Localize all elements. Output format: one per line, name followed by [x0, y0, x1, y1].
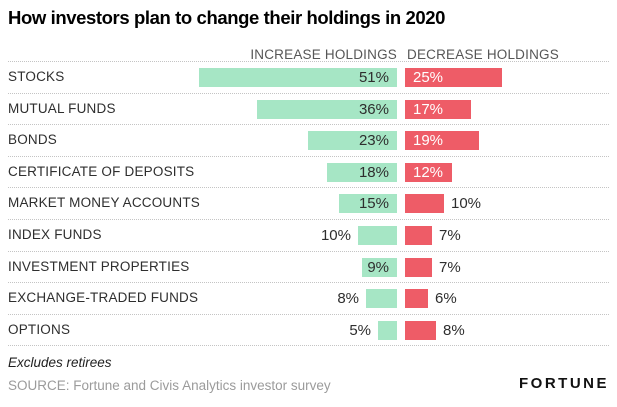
category-label: INDEX FUNDS — [8, 226, 102, 242]
decrease-value-label: 17% — [413, 100, 444, 118]
table-row: INDEX FUNDS 10% 7% — [8, 218, 609, 251]
decrease-value-label: 19% — [413, 132, 444, 150]
decrease-value-label: 7% — [439, 258, 461, 276]
increase-bar — [378, 320, 397, 340]
category-label: MUTUAL FUNDS — [8, 100, 116, 116]
source-credit: SOURCE: Fortune and Civis Analytics inve… — [8, 378, 331, 393]
decrease-bar — [405, 194, 444, 214]
table-row: EXCHANGE-TRADED FUNDS 8% 6% — [8, 282, 609, 314]
decrease-value-label: 8% — [443, 321, 465, 339]
table-row: CERTIFICATE OF DEPOSITS 18% 12% — [8, 155, 609, 188]
increase-bar — [308, 131, 397, 151]
increase-value-label: 23% — [358, 132, 389, 150]
decrease-bar — [405, 225, 432, 245]
decrease-bar — [405, 320, 436, 340]
decrease-bar — [405, 99, 471, 119]
category-label: OPTIONS — [8, 321, 71, 337]
decrease-value-label: 6% — [435, 290, 457, 308]
decrease-bar — [405, 68, 502, 87]
increase-value-label: 18% — [358, 163, 389, 181]
increase-bar — [257, 99, 397, 119]
category-label: INVESTMENT PROPERTIES — [8, 258, 190, 274]
increase-bar — [358, 225, 397, 245]
increase-value-label: 5% — [349, 321, 371, 339]
table-row: MUTUAL FUNDS 36% 17% — [8, 92, 609, 125]
increase-value-label: 9% — [367, 258, 389, 276]
category-label: MARKET MONEY ACCOUNTS — [8, 195, 200, 211]
increase-bar — [366, 289, 397, 309]
increase-value-label: 51% — [358, 69, 389, 86]
decrease-bar — [405, 162, 452, 182]
decrease-value-label: 10% — [451, 195, 482, 213]
decrease-bar — [405, 131, 479, 151]
category-label: EXCHANGE-TRADED FUNDS — [8, 290, 199, 306]
table-row: STOCKS 51% 25% — [8, 61, 609, 93]
decrease-value-label: 7% — [439, 226, 461, 244]
increase-bar — [199, 68, 397, 87]
decrease-bar — [405, 289, 428, 309]
decrease-value-label: 12% — [413, 163, 444, 181]
table-row: BONDS 23% 19% — [8, 124, 609, 156]
category-label: CERTIFICATE OF DEPOSITS — [8, 163, 195, 179]
table-row: MARKET MONEY ACCOUNTS 15% 10% — [8, 187, 609, 219]
decrease-holdings-header: DECREASE HOLDINGS — [407, 47, 559, 62]
decrease-value-label: 25% — [413, 69, 444, 86]
increase-value-label: 10% — [320, 226, 351, 244]
bar-rows: STOCKS 51% 25% MUTUAL FUNDS 36% 17% BONDS 23% 19… — [8, 61, 609, 347]
fortune-logo: FORTUNE — [519, 375, 609, 392]
increase-value-label: 15% — [358, 195, 389, 213]
decrease-bar — [405, 257, 432, 277]
increase-bar — [339, 194, 397, 214]
chart-footnote: Excludes retirees — [8, 355, 112, 370]
category-label: BONDS — [8, 132, 58, 148]
increase-holdings-header: INCREASE HOLDINGS — [250, 47, 397, 62]
increase-bar — [327, 162, 397, 182]
chart-title: How investors plan to change their holdi… — [8, 7, 446, 28]
increase-value-label: 36% — [358, 100, 389, 118]
category-label: STOCKS — [8, 69, 65, 84]
increase-value-label: 8% — [337, 290, 359, 308]
table-row: OPTIONS 5% 8% — [8, 313, 609, 346]
table-row: INVESTMENT PROPERTIES 9% 7% — [8, 250, 609, 283]
increase-bar — [362, 257, 397, 277]
